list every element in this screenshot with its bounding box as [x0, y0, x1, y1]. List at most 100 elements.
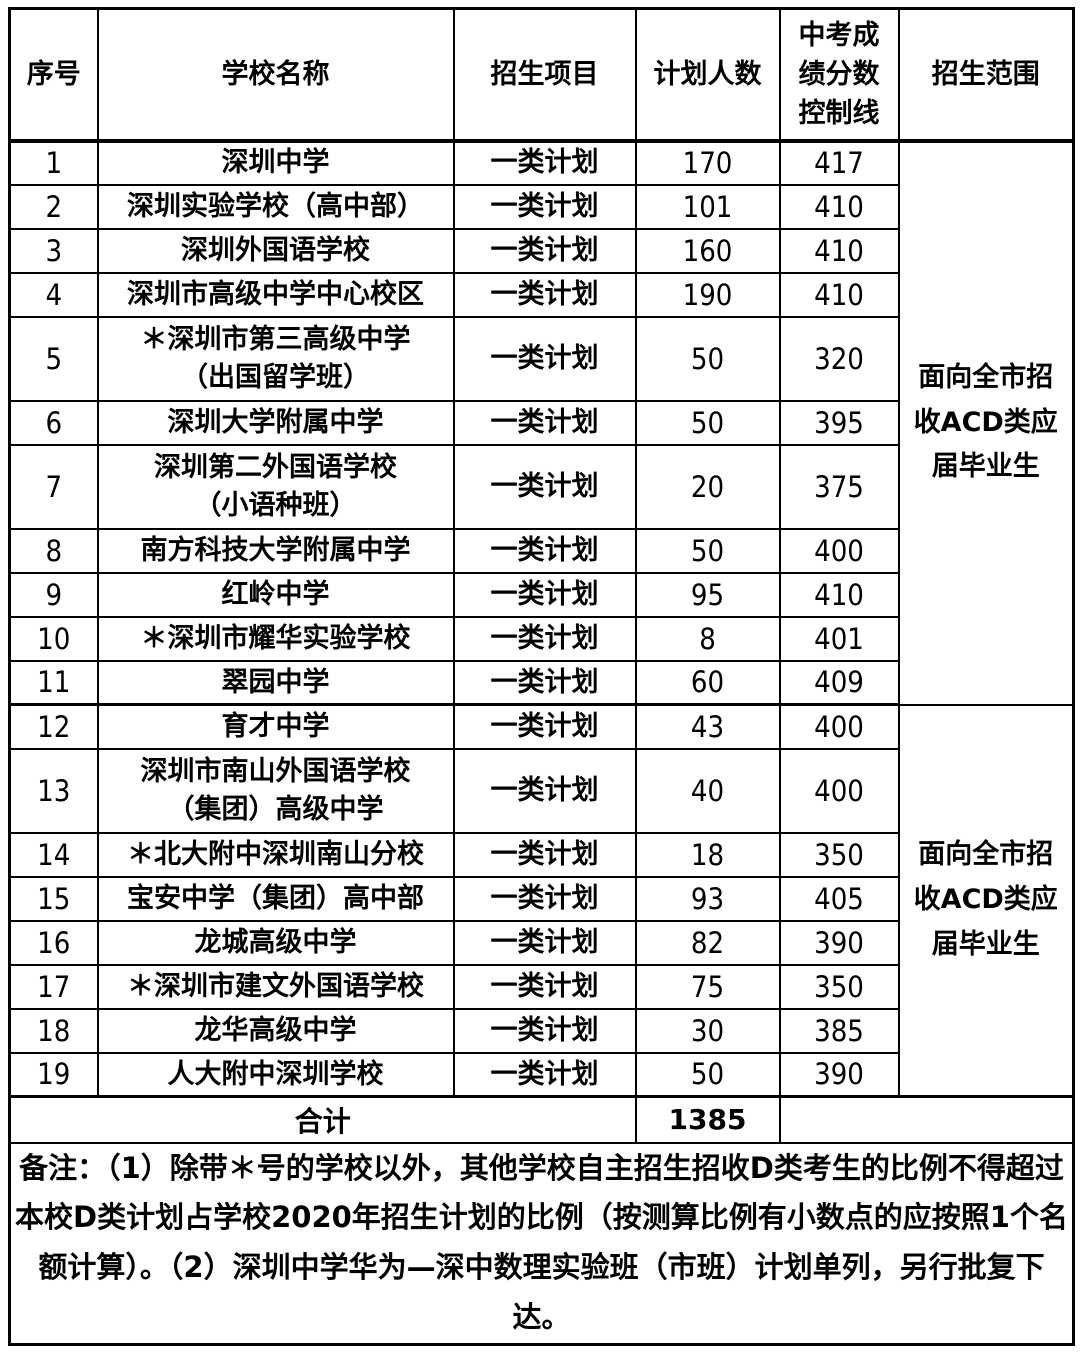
school-name-line: 深圳市南山外国语学校 — [140, 756, 411, 788]
program-cell: 一类计划 — [452, 139, 637, 186]
total-empty-cell — [778, 1095, 1075, 1144]
table-row: 15 宝安中学（集团）高中部 一类计划 93 405 — [8, 875, 1074, 922]
planned-count-cell: 20 — [634, 443, 781, 530]
planned-count-cell: 30 — [634, 1007, 781, 1054]
program-cell: 一类计划 — [452, 1051, 637, 1098]
header-school-name: 学校名称 — [96, 7, 455, 143]
school-name-cell: 深圳外国语学校 — [96, 227, 455, 274]
program-cell: 一类计划 — [452, 1007, 637, 1054]
score-line-cell: 390 — [778, 1051, 900, 1098]
program-cell: 一类计划 — [452, 315, 637, 402]
program-cell: 一类计划 — [452, 659, 637, 706]
school-name-cell: 红岭中学 — [96, 571, 455, 618]
planned-count-cell: 75 — [634, 963, 781, 1010]
total-planned-value: 1385 — [634, 1095, 781, 1144]
table-row: 10 ＊深圳市耀华实验学校 一类计划 8 401 — [8, 615, 1074, 662]
school-name-cell: ＊深圳市第三高级中学 （出国留学班） — [96, 315, 455, 402]
score-line-cell: 405 — [778, 875, 900, 922]
serial-cell: 8 — [8, 527, 99, 574]
school-name-cell: 深圳实验学校（高中部） — [96, 183, 455, 230]
serial-cell: 4 — [8, 271, 99, 318]
score-line-cell: 410 — [778, 571, 900, 618]
school-name-line: 深圳第二外国语学校 — [154, 452, 397, 484]
serial-cell: 18 — [8, 1007, 99, 1054]
program-cell: 一类计划 — [452, 571, 637, 618]
scope-text-line: 收ACD类应 — [913, 406, 1058, 438]
serial-cell: 13 — [8, 747, 99, 834]
table-row: 2 深圳实验学校（高中部） 一类计划 101 410 — [8, 183, 1074, 230]
table-row: 12 育才中学 一类计划 43 400 面向全市招 收ACD类应 届毕业生 — [8, 703, 1075, 1098]
serial-cell: 2 — [8, 183, 99, 230]
score-line-cell: 385 — [778, 1007, 900, 1054]
planned-count-cell: 50 — [634, 399, 781, 446]
table-row: 19 人大附中深圳学校 一类计划 50 390 — [8, 1051, 1074, 1098]
planned-count-cell: 50 — [634, 1051, 781, 1098]
program-cell: 一类计划 — [452, 615, 637, 662]
planned-count-cell: 95 — [634, 571, 781, 618]
header-score-line-3: 控制线 — [798, 97, 880, 129]
table-row: 16 龙城高级中学 一类计划 82 390 — [8, 919, 1074, 966]
program-cell: 一类计划 — [452, 963, 637, 1010]
score-line-cell: 350 — [778, 831, 900, 878]
planned-count-cell: 101 — [634, 183, 781, 230]
table-row: 11 翠园中学 一类计划 60 409 — [8, 659, 1074, 706]
serial-cell: 1 — [8, 139, 99, 186]
header-score-line-2: 绩分数 — [798, 58, 880, 90]
score-line-cell: 410 — [778, 227, 900, 274]
score-line-cell: 410 — [778, 271, 900, 318]
score-line-cell: 395 — [778, 399, 900, 446]
planned-count-cell: 40 — [634, 747, 781, 834]
school-name-cell: ＊北大附中深圳南山分校 — [96, 831, 455, 878]
planned-count-cell: 60 — [634, 659, 781, 706]
planned-count-cell: 8 — [634, 615, 781, 662]
score-line-cell: 320 — [778, 315, 900, 402]
serial-cell: 19 — [8, 1051, 99, 1098]
program-cell: 一类计划 — [452, 703, 637, 750]
table-row: 7 深圳第二外国语学校 （小语种班） 一类计划 20 375 — [8, 443, 1074, 530]
planned-count-cell: 50 — [634, 315, 781, 402]
score-line-cell: 417 — [778, 139, 900, 186]
planned-count-cell: 170 — [634, 139, 781, 186]
serial-cell: 7 — [8, 443, 99, 530]
serial-cell: 12 — [8, 703, 99, 750]
header-score-line-1: 中考成 — [798, 19, 880, 51]
header-scope: 招生范围 — [897, 7, 1075, 143]
scope-text-line: 届毕业生 — [931, 451, 1040, 483]
school-name-cell: 深圳市南山外国语学校 （集团）高级中学 — [96, 747, 455, 834]
serial-cell: 14 — [8, 831, 99, 878]
serial-cell: 5 — [8, 315, 99, 402]
table-row: 6 深圳大学附属中学 一类计划 50 395 — [8, 399, 1074, 446]
school-name-cell: 龙城高级中学 — [96, 919, 455, 966]
table-row: 14 ＊北大附中深圳南山分校 一类计划 18 350 — [8, 831, 1074, 878]
total-label: 合计 — [8, 1095, 637, 1144]
table-row: 17 ＊深圳市建文外国语学校 一类计划 75 350 — [8, 963, 1074, 1010]
table-row: 5 ＊深圳市第三高级中学 （出国留学班） 一类计划 50 320 — [8, 315, 1074, 402]
planned-count-cell: 18 — [634, 831, 781, 878]
scope-text-line: 届毕业生 — [931, 928, 1040, 960]
header-program: 招生项目 — [452, 7, 637, 143]
program-cell: 一类计划 — [452, 399, 637, 446]
score-line-cell: 400 — [778, 703, 900, 750]
score-line-cell: 350 — [778, 963, 900, 1010]
notes-row: 备注：（1）除带＊号的学校以外，其他学校自主招生招收D类考生的比例不得超过本校D… — [8, 1141, 1075, 1346]
school-name-line: （集团）高级中学 — [167, 793, 384, 825]
program-cell: 一类计划 — [452, 443, 637, 530]
school-name-cell: 深圳第二外国语学校 （小语种班） — [96, 443, 455, 530]
score-line-cell: 400 — [778, 527, 900, 574]
serial-cell: 9 — [8, 571, 99, 618]
score-line-cell: 409 — [778, 659, 900, 706]
school-name-cell: ＊深圳市建文外国语学校 — [96, 963, 455, 1010]
planned-count-cell: 82 — [634, 919, 781, 966]
score-line-cell: 401 — [778, 615, 900, 662]
planned-count-cell: 93 — [634, 875, 781, 922]
serial-cell: 10 — [8, 615, 99, 662]
school-name-cell: 育才中学 — [96, 703, 455, 750]
scope-merged-cell: 面向全市招 收ACD类应 届毕业生 — [897, 703, 1075, 1098]
notes-text: 备注：（1）除带＊号的学校以外，其他学校自主招生招收D类考生的比例不得超过本校D… — [8, 1141, 1075, 1346]
program-cell: 一类计划 — [452, 875, 637, 922]
table-row: 18 龙华高级中学 一类计划 30 385 — [8, 1007, 1074, 1054]
serial-cell: 16 — [8, 919, 99, 966]
table-row: 4 深圳市高级中学中心校区 一类计划 190 410 — [8, 271, 1074, 318]
score-line-cell: 375 — [778, 443, 900, 530]
score-line-cell: 410 — [778, 183, 900, 230]
